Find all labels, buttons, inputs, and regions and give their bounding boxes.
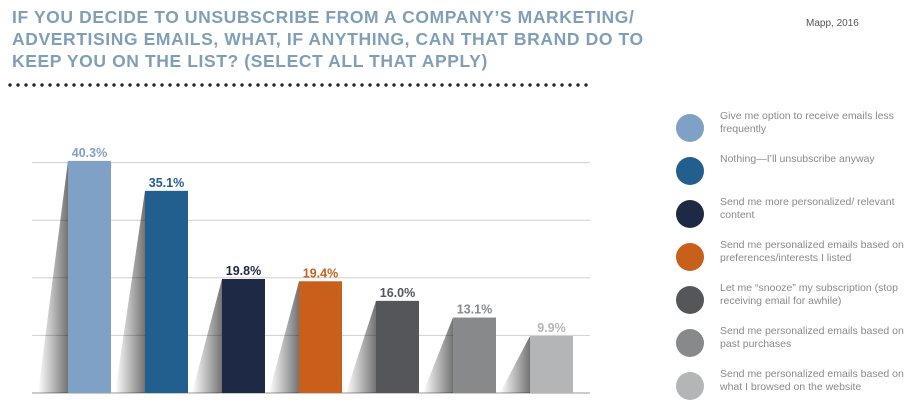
bar-shadow [269,281,299,393]
bar-shadow [346,300,376,393]
bar [222,278,265,393]
bar-shadow [115,190,145,393]
legend-label: Give me option to receive emails less fr… [720,110,894,135]
bar-chart: 40.3% 35.1% 19.8% 19.4% 16.0% 13.1% 9.9% [32,146,590,394]
bar-shadow [423,317,453,393]
bar [530,335,573,393]
source-label: Mapp, 2016 [806,18,859,29]
bar [299,281,342,393]
legend-label: Send me personalized emails based on pre… [720,239,904,264]
legend-swatch-icon [676,114,704,142]
legend-swatch-icon [676,372,704,400]
legend-label: Send me more personalized/ relevant cont… [720,196,895,221]
data-label: 13.1% [457,303,492,317]
bar-shadow [500,335,530,393]
legend-swatch-icon [676,286,704,314]
bar [376,300,419,393]
data-label: 35.1% [149,176,184,190]
data-label: 19.4% [303,266,338,280]
legend-label: Let me “snooze” my subscription (stop re… [720,282,898,307]
legend-swatch-icon [676,200,704,228]
legend-item: Let me “snooze” my subscription (stop re… [676,278,906,318]
legend-swatch-icon [676,243,704,271]
legend-item: Nothing—I’ll unsubscribe anyway [676,149,906,189]
legend-item: Give me option to receive emails less fr… [676,106,906,146]
legend-swatch-icon [676,329,704,357]
bar [68,160,111,393]
chart-title: IF YOU DECIDE TO UNSUBSCRIBE FROM A COMP… [12,7,644,71]
data-label: 9.9% [537,321,566,335]
bar [145,190,188,393]
legend-label: Send me personalized emails based on wha… [720,368,904,393]
data-label: 40.3% [72,146,107,160]
bar-shadow [38,160,68,393]
legend-item: Send me more personalized/ relevant cont… [676,192,906,232]
bar [453,317,496,393]
legend-label: Nothing—I’ll unsubscribe anyway [720,153,875,165]
bar-shadow [192,278,222,393]
legend-item: Send me personalized emails based on pre… [676,235,906,275]
legend-label: Send me personalized emails based on pas… [720,325,904,350]
legend-item: Send me personalized emails based on pas… [676,321,906,361]
legend-item: Send me personalized emails based on wha… [676,364,906,404]
dotted-divider [6,82,590,88]
legend-swatch-icon [676,157,704,185]
data-label: 16.0% [380,286,415,300]
data-label: 19.8% [226,264,261,278]
